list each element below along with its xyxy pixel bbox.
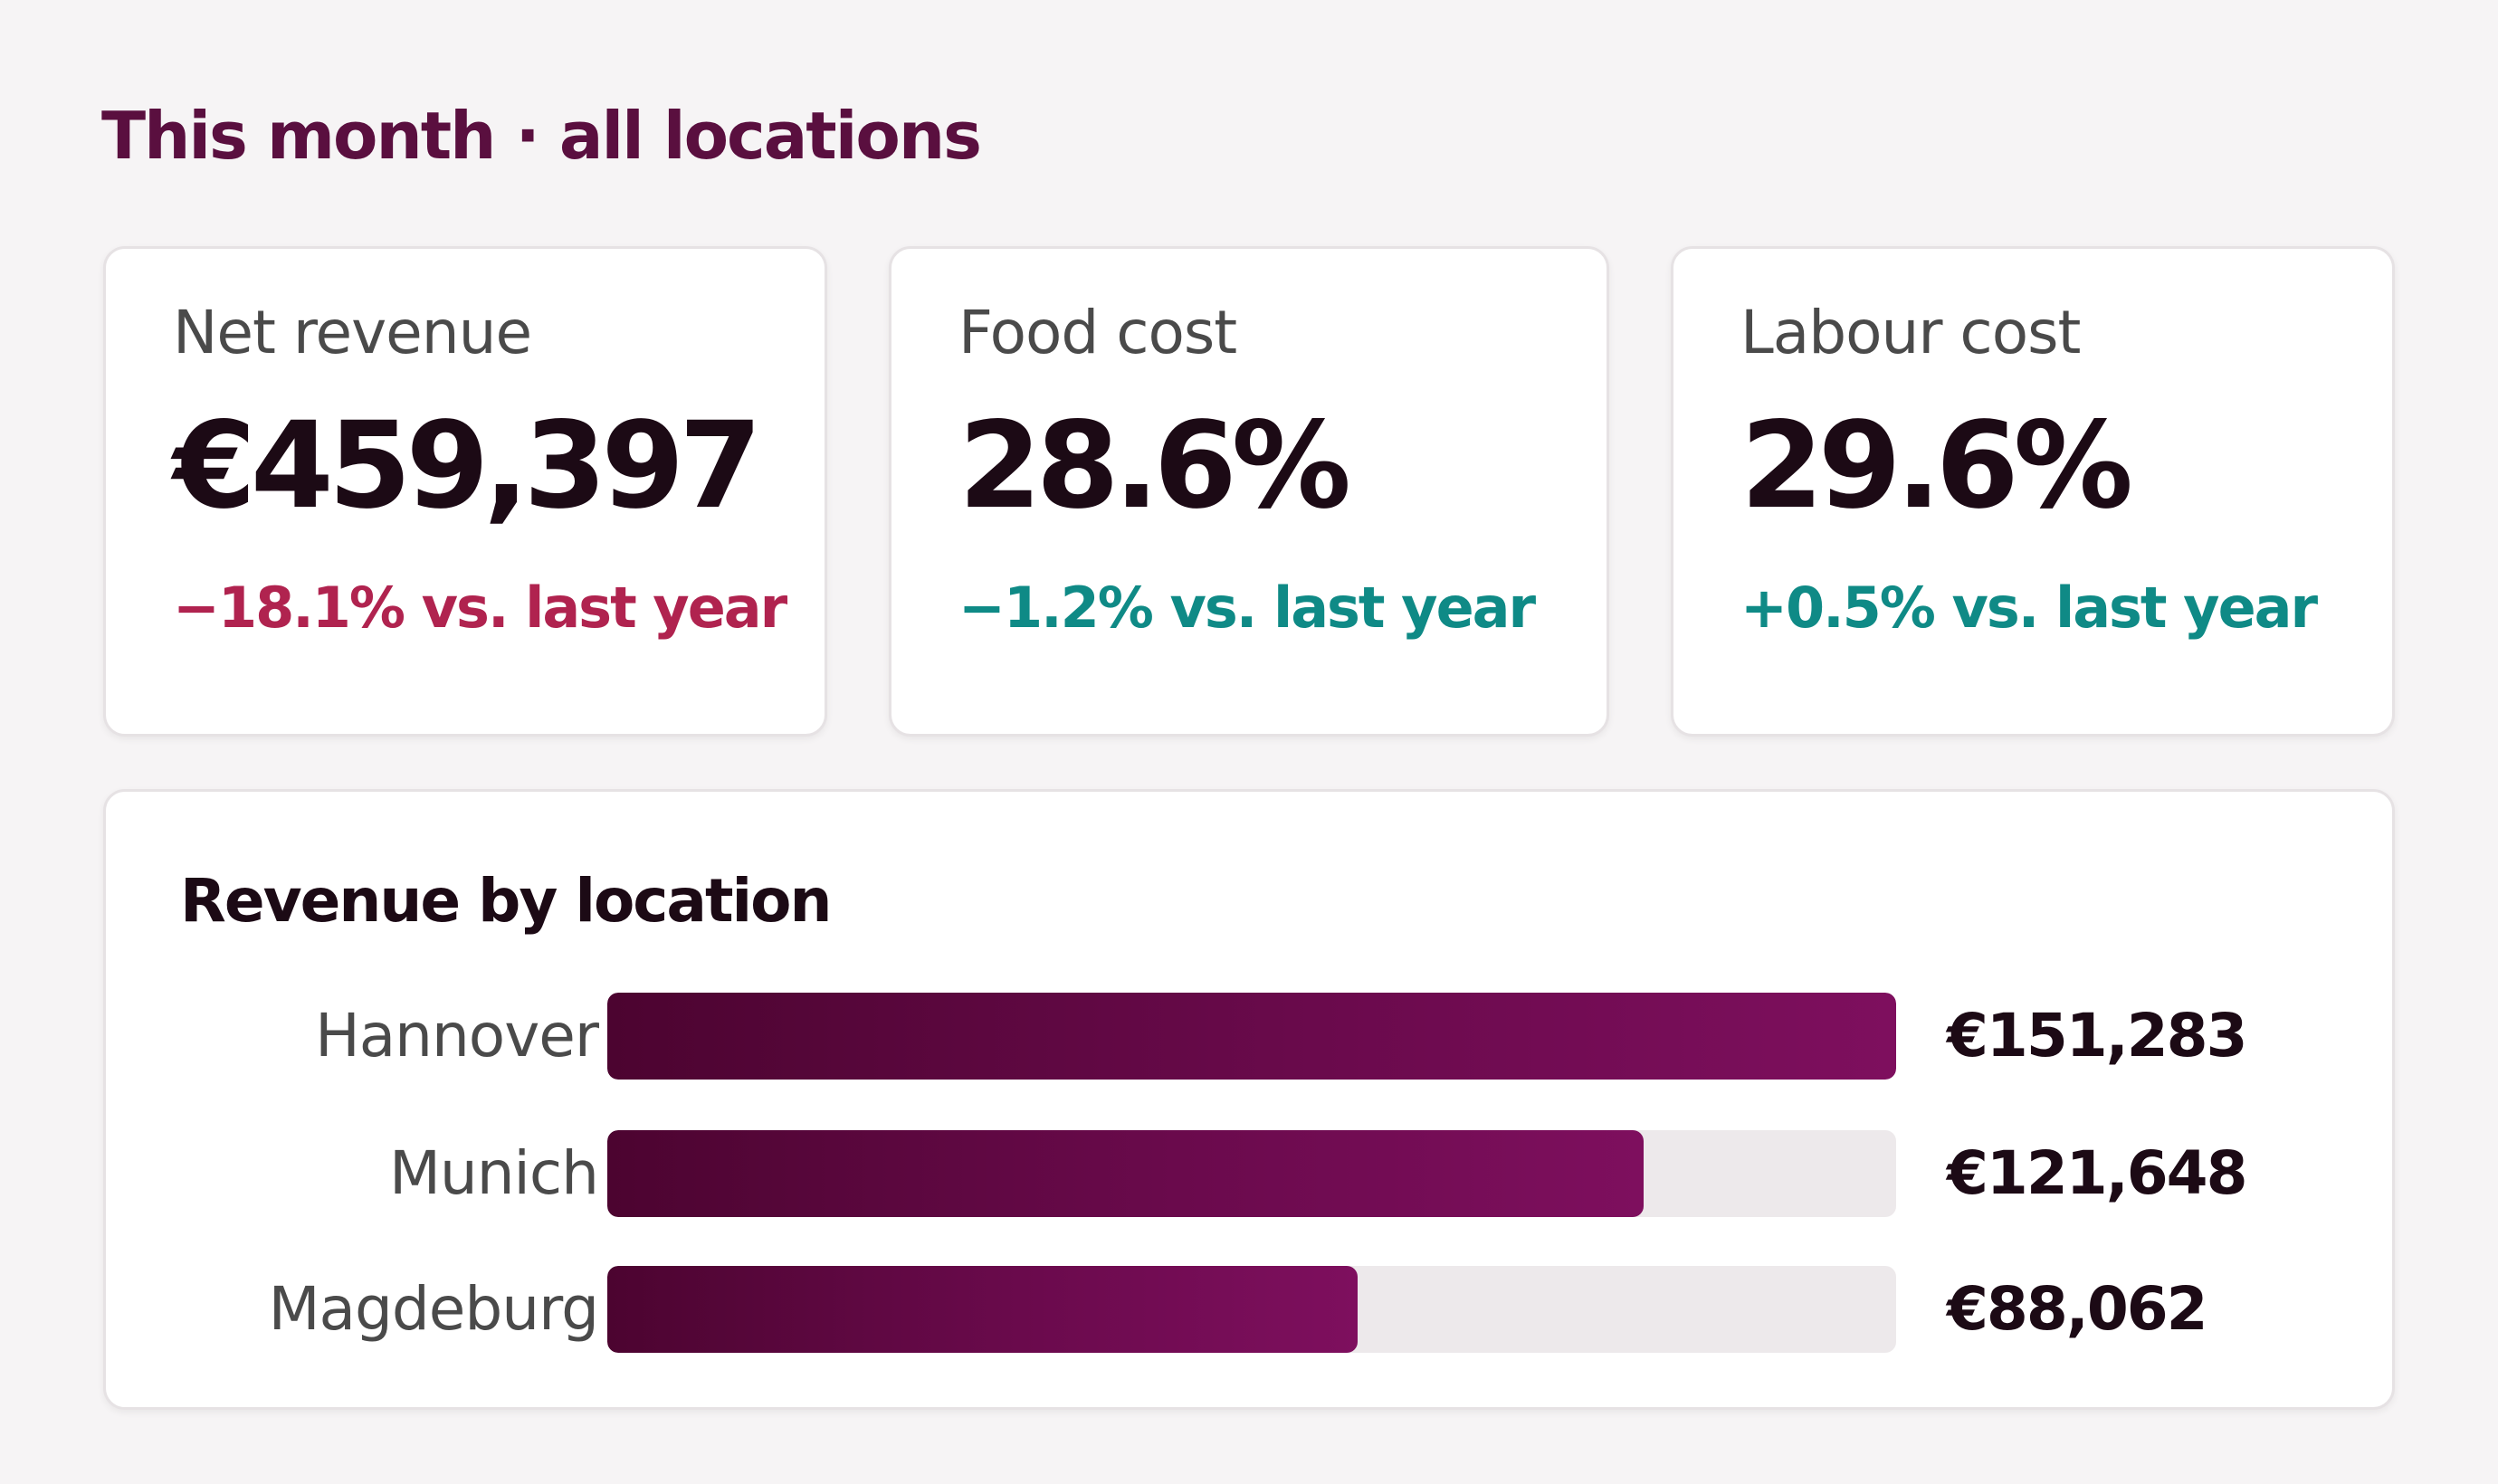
- location-revenue: €151,283: [1947, 1001, 2248, 1070]
- location-row: Munich €121,648: [106, 1130, 2392, 1217]
- kpi-label: Net revenue: [173, 298, 532, 367]
- location-name: Munich: [388, 1138, 599, 1208]
- location-revenue: €121,648: [1947, 1138, 2248, 1208]
- revenue-bar-track: [607, 1130, 1896, 1217]
- revenue-bar-fill: [607, 1266, 1358, 1353]
- kpi-label: Food cost: [958, 298, 1237, 367]
- kpi-value: 29.6%: [1740, 396, 2133, 536]
- kpi-value: €459,397: [173, 396, 762, 536]
- kpi-label: Labour cost: [1740, 298, 2081, 367]
- revenue-bar-fill: [607, 993, 1896, 1080]
- page-title: This month · all locations: [101, 98, 982, 174]
- card-title: Revenue by location: [180, 866, 832, 936]
- location-row: Magdeburg €88,062: [106, 1266, 2392, 1353]
- kpi-card-net-revenue: Net revenue €459,397 −18.1% vs. last yea…: [103, 246, 827, 737]
- kpi-delta: +0.5% vs. last year: [1740, 575, 2318, 641]
- location-name: Hannover: [315, 1001, 599, 1070]
- revenue-bar-track: [607, 993, 1896, 1080]
- kpi-card-food-cost: Food cost 28.6% −1.2% vs. last year: [889, 246, 1609, 737]
- kpi-card-labour-cost: Labour cost 29.6% +0.5% vs. last year: [1671, 246, 2395, 737]
- location-name: Magdeburg: [268, 1274, 599, 1344]
- location-revenue: €88,062: [1947, 1274, 2208, 1344]
- revenue-by-location-card: Revenue by location Hannover €151,283 Mu…: [103, 789, 2395, 1410]
- revenue-bar-fill: [607, 1130, 1645, 1217]
- location-row: Hannover €151,283: [106, 993, 2392, 1080]
- kpi-value: 28.6%: [958, 396, 1351, 536]
- kpi-delta: −1.2% vs. last year: [958, 575, 1536, 641]
- revenue-bar-track: [607, 1266, 1896, 1353]
- kpi-delta: −18.1% vs. last year: [173, 575, 787, 641]
